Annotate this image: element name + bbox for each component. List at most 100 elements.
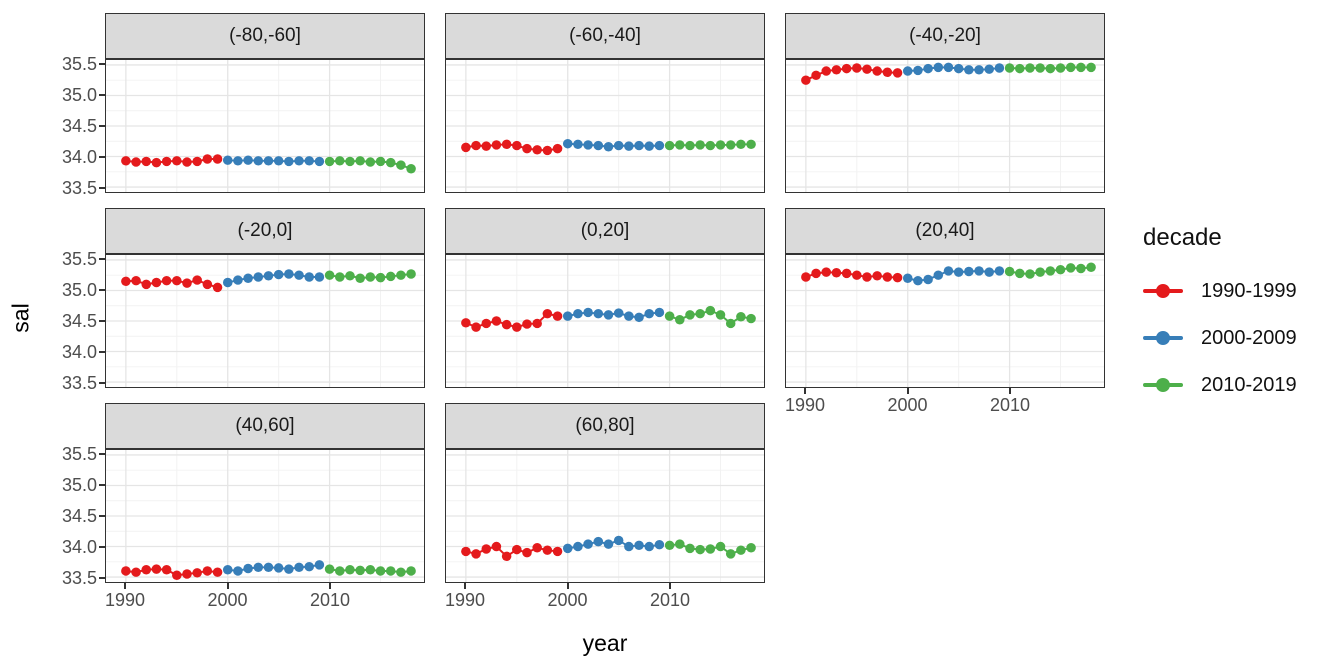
y-tick-mark (99, 63, 105, 65)
data-point (522, 319, 532, 329)
data-point (182, 278, 192, 288)
facet-panel (105, 449, 425, 583)
data-point (304, 561, 314, 572)
chart-svg (106, 255, 424, 387)
data-point (634, 140, 644, 151)
y-tick-label: 35.5 (61, 444, 97, 464)
x-axis: 1990 2000 2010 (785, 388, 1105, 422)
data-point (304, 156, 314, 166)
legend-entry-2010-2019: 2010-2019 (1143, 374, 1297, 396)
trend-line (125, 279, 218, 289)
legend-key-icon (1143, 374, 1183, 396)
data-point (471, 549, 481, 559)
data-point (593, 140, 604, 151)
data-point (161, 156, 172, 167)
legend-label: 1990-1999 (1201, 279, 1297, 302)
data-point (131, 275, 141, 286)
data-point (406, 269, 416, 279)
data-point (151, 564, 162, 574)
facet-strip-label: (0,20] (580, 220, 630, 241)
data-point (862, 64, 872, 74)
y-axis-title: sal (7, 303, 34, 333)
chart-svg (786, 255, 1104, 387)
trend-line (907, 66, 1000, 73)
data-point (624, 141, 634, 151)
data-point (461, 546, 471, 557)
data-point (345, 156, 355, 167)
trend-line (465, 312, 558, 329)
data-point (913, 65, 923, 76)
facet-strip: (-60,-40] (445, 13, 765, 59)
data-point (552, 546, 563, 557)
y-tick-mark (99, 351, 105, 353)
data-point (182, 157, 192, 167)
data-point (324, 270, 335, 280)
y-axis: 35.5 35.0 34.5 34.0 33.5 (0, 403, 105, 588)
facet-strip: (-80,-60] (105, 13, 425, 59)
data-point (121, 276, 131, 287)
data-point (284, 564, 294, 574)
data-point (172, 570, 182, 580)
data-point (746, 313, 756, 324)
data-point (964, 266, 974, 277)
data-point (1086, 62, 1096, 73)
data-point (365, 157, 376, 167)
x-tick-label: 2010 (649, 590, 691, 610)
data-point (1065, 263, 1076, 273)
data-point (573, 139, 583, 150)
data-point (406, 566, 416, 576)
data-point (212, 282, 223, 293)
data-point (821, 267, 832, 277)
legend-key-icon (1143, 327, 1183, 349)
data-point (715, 140, 726, 150)
data-point (583, 539, 593, 549)
data-point (131, 157, 141, 167)
data-point (746, 139, 756, 150)
data-point (613, 535, 624, 546)
y-tick-label: 34.5 (61, 506, 97, 526)
data-point (375, 272, 386, 283)
y-tick-mark (99, 156, 105, 158)
data-point (461, 318, 471, 328)
facet-strip: (0,20] (445, 208, 765, 254)
x-tick-label: 2000 (547, 590, 588, 610)
data-point (943, 266, 954, 276)
y-tick-label: 33.5 (61, 568, 97, 588)
data-point (841, 268, 852, 279)
data-point (715, 310, 726, 320)
data-point (852, 270, 862, 280)
data-point (192, 156, 202, 167)
facet: (-20,0] (105, 208, 425, 388)
y-tick-label: 35.0 (61, 85, 97, 105)
data-point (1055, 63, 1066, 73)
data-point (1045, 266, 1056, 276)
data-point (583, 140, 593, 150)
data-point (284, 269, 294, 279)
y-tick-mark (99, 382, 105, 384)
data-point (603, 142, 614, 152)
x-tick-label: 1990 (104, 590, 146, 610)
data-point (1086, 262, 1096, 272)
y-tick-label: 34.0 (61, 537, 97, 557)
data-point (994, 266, 1005, 276)
data-point (385, 566, 396, 576)
data-point (562, 138, 573, 149)
trend-line (907, 269, 1000, 282)
data-point (345, 565, 355, 575)
y-axis: 35.5 35.0 34.5 34.0 33.5 (0, 13, 105, 198)
data-point (273, 563, 284, 573)
data-point (613, 140, 624, 151)
data-point (355, 565, 365, 576)
data-point (192, 568, 202, 578)
data-point (675, 140, 685, 150)
x-tick-label: 2010 (989, 395, 1031, 415)
data-point (913, 275, 923, 286)
data-point (314, 156, 325, 167)
data-point (964, 65, 974, 75)
data-point (314, 272, 325, 282)
data-point (151, 157, 162, 168)
y-tick-mark (99, 515, 105, 517)
facet-panel (105, 254, 425, 388)
data-point (461, 142, 471, 153)
